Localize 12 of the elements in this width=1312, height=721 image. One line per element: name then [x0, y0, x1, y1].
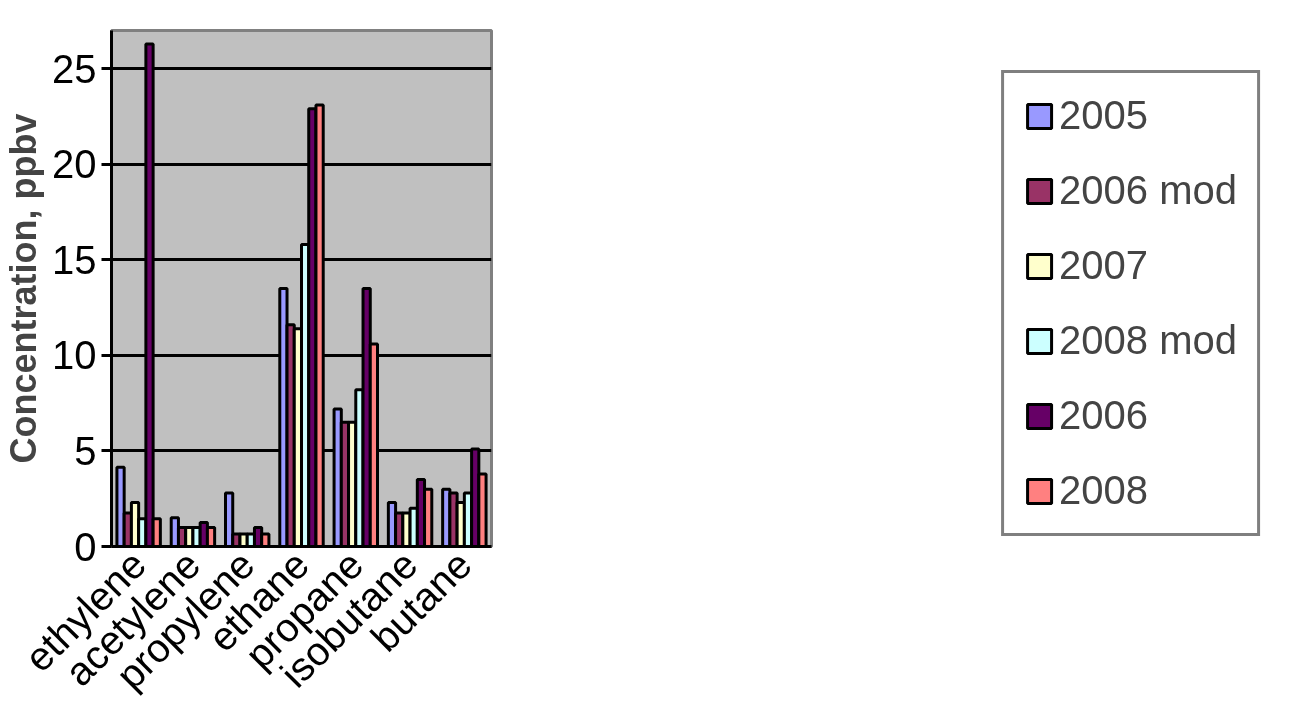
- legend-label: 2006: [1059, 393, 1149, 438]
- y-tick-label: 15: [52, 237, 97, 282]
- legend-label: 2008: [1059, 468, 1149, 513]
- legend-label: 2008 mod: [1059, 318, 1237, 363]
- y-axis-title: Concentration, ppbv: [3, 113, 45, 464]
- y-tick-label: 5: [74, 428, 97, 473]
- legend-label: 2006 mod: [1059, 168, 1237, 213]
- legend-label: 2005: [1059, 93, 1149, 138]
- y-tick-label: 20: [52, 142, 97, 187]
- y-tick-label: 10: [52, 333, 97, 378]
- legend-label: 2007: [1059, 243, 1149, 288]
- y-tick-label: 25: [52, 46, 97, 91]
